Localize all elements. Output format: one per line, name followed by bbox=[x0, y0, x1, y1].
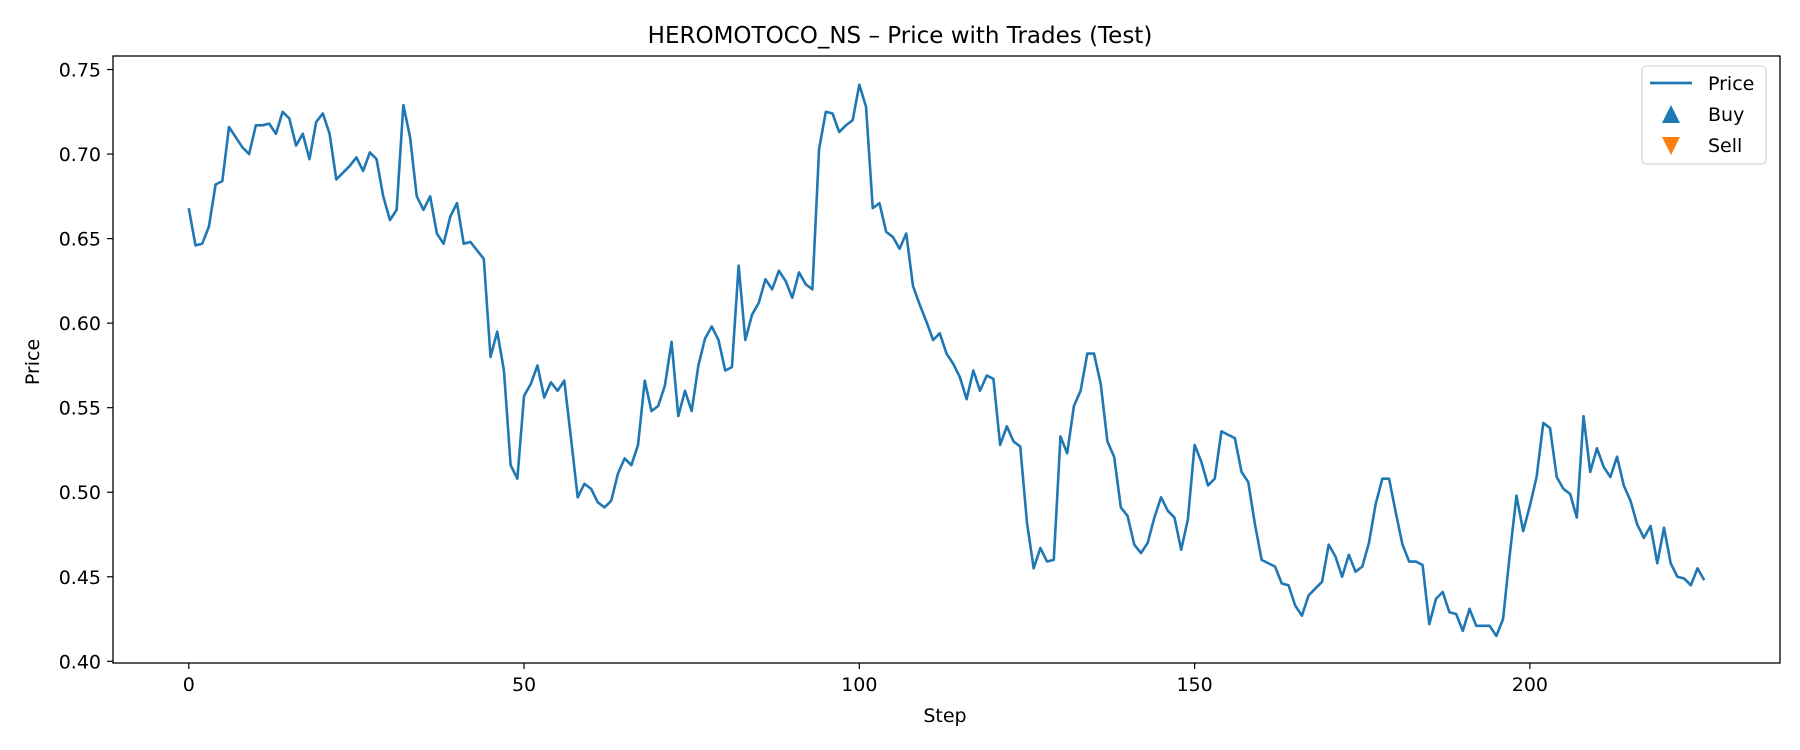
x-tick-label: 50 bbox=[512, 674, 536, 696]
y-tick-label: 0.70 bbox=[59, 144, 101, 166]
x-tick-label: 200 bbox=[1512, 674, 1548, 696]
y-tick-label: 0.55 bbox=[59, 398, 101, 420]
chart-title: HEROMOTOCO_NS – Price with Trades (Test) bbox=[648, 23, 1153, 49]
y-tick-label: 0.50 bbox=[59, 482, 101, 504]
y-tick-label: 0.75 bbox=[59, 60, 101, 82]
legend-buy-marker bbox=[1662, 105, 1680, 123]
x-axis-label: Step bbox=[923, 705, 966, 727]
x-tick-label: 150 bbox=[1176, 674, 1212, 696]
legend-buy-label: Buy bbox=[1708, 104, 1744, 126]
y-axis-ticks: 0.40 0.45 0.50 0.55 0.60 0.65 0.70 0.75 bbox=[59, 60, 113, 673]
legend-sell-label: Sell bbox=[1708, 135, 1742, 157]
y-tick-label: 0.40 bbox=[59, 651, 101, 673]
y-axis-label: Price bbox=[22, 339, 44, 385]
y-tick-label: 0.45 bbox=[59, 567, 101, 589]
plot-frame bbox=[112, 55, 1781, 664]
legend-price-label: Price bbox=[1708, 73, 1754, 95]
price-series-line bbox=[187, 83, 1706, 638]
y-tick-label: 0.65 bbox=[59, 229, 101, 251]
y-tick-label: 0.60 bbox=[59, 313, 101, 335]
legend: Price Buy Sell bbox=[1641, 65, 1767, 165]
x-axis-ticks: 0 50 100 150 200 bbox=[183, 663, 1548, 696]
plot-area bbox=[187, 83, 1706, 638]
x-tick-label: 0 bbox=[183, 674, 195, 696]
legend-sell-marker bbox=[1662, 137, 1680, 155]
x-tick-label: 100 bbox=[841, 674, 877, 696]
